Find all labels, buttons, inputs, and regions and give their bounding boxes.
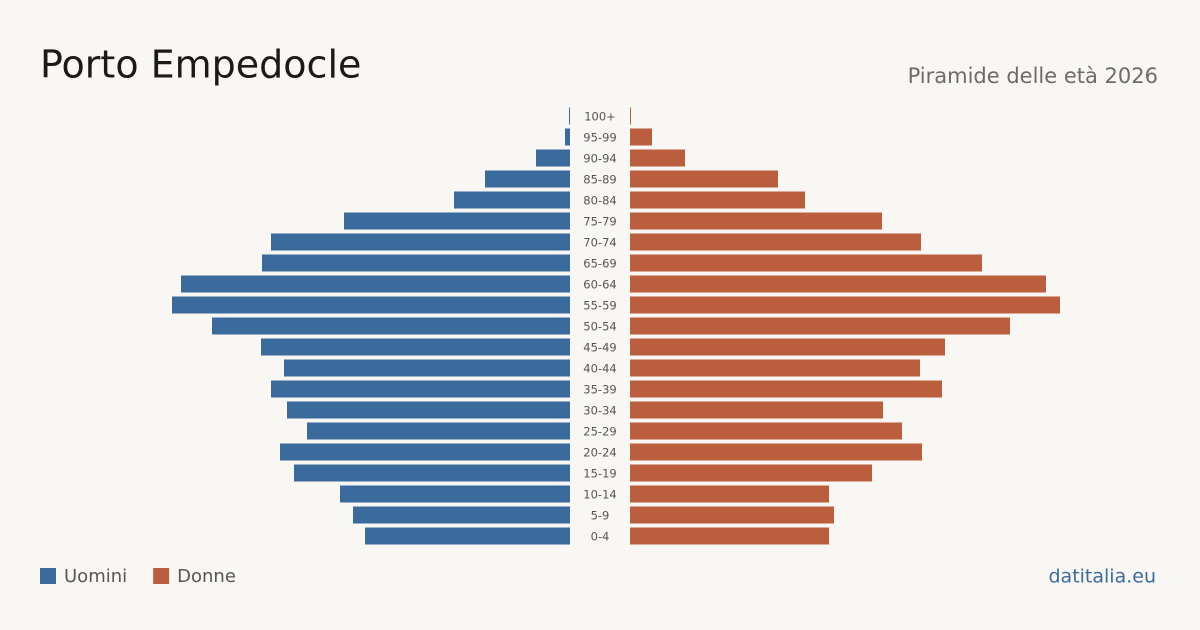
age-label: 25-29 bbox=[583, 425, 616, 439]
bar bbox=[262, 254, 570, 272]
bar bbox=[630, 401, 883, 419]
bar bbox=[485, 170, 570, 188]
age-label: 5-9 bbox=[591, 509, 610, 523]
age-label: 80-84 bbox=[583, 194, 616, 208]
bar bbox=[630, 107, 631, 125]
legend-swatch bbox=[153, 568, 170, 584]
bar bbox=[536, 149, 570, 167]
age-label: 10-14 bbox=[583, 488, 616, 502]
age-label: 75-79 bbox=[583, 215, 616, 229]
bar bbox=[172, 296, 570, 314]
age-label: 35-39 bbox=[583, 383, 616, 397]
bar bbox=[261, 338, 570, 356]
bar bbox=[280, 443, 570, 461]
bar bbox=[284, 359, 570, 377]
bar bbox=[294, 464, 570, 482]
bar bbox=[630, 170, 778, 188]
age-label: 30-34 bbox=[583, 404, 616, 418]
legend-label: Donne bbox=[177, 566, 236, 587]
age-label: 85-89 bbox=[583, 173, 616, 187]
bar bbox=[307, 422, 570, 440]
bar bbox=[340, 485, 570, 503]
age-label: 100+ bbox=[584, 110, 616, 124]
age-label: 50-54 bbox=[583, 320, 616, 334]
age-label: 20-24 bbox=[583, 446, 616, 460]
bar bbox=[630, 506, 834, 524]
age-label: 60-64 bbox=[583, 278, 616, 292]
bar bbox=[630, 275, 1046, 293]
bar bbox=[630, 317, 1010, 335]
bar bbox=[565, 128, 570, 146]
bar bbox=[353, 506, 570, 524]
bar bbox=[630, 485, 829, 503]
bar bbox=[630, 443, 922, 461]
bar bbox=[181, 275, 570, 293]
bar bbox=[630, 338, 945, 356]
age-label: 55-59 bbox=[583, 299, 616, 313]
bar bbox=[365, 527, 570, 545]
bar bbox=[569, 107, 570, 125]
bar bbox=[630, 128, 652, 146]
age-label: 45-49 bbox=[583, 341, 616, 355]
bar bbox=[630, 212, 882, 230]
bar bbox=[630, 359, 920, 377]
bar bbox=[630, 254, 982, 272]
bar bbox=[271, 380, 570, 398]
bar bbox=[344, 212, 570, 230]
age-label: 15-19 bbox=[583, 467, 616, 481]
age-label: 90-94 bbox=[583, 152, 616, 166]
bar bbox=[212, 317, 570, 335]
bar bbox=[630, 191, 805, 209]
bar bbox=[287, 401, 570, 419]
age-label: 65-69 bbox=[583, 257, 616, 271]
bar bbox=[630, 233, 921, 251]
bar bbox=[630, 149, 685, 167]
chart-title: Porto Empedocle bbox=[40, 43, 361, 87]
bar bbox=[454, 191, 570, 209]
age-label: 40-44 bbox=[583, 362, 616, 376]
bar bbox=[630, 296, 1060, 314]
legend-label: Uomini bbox=[64, 566, 127, 587]
source: datitalia.eu bbox=[1049, 566, 1157, 588]
bar bbox=[630, 422, 902, 440]
bar bbox=[630, 527, 829, 545]
legend-swatch bbox=[40, 568, 56, 584]
age-label: 0-4 bbox=[591, 530, 610, 544]
bar bbox=[630, 464, 872, 482]
age-label: 70-74 bbox=[583, 236, 616, 250]
bar bbox=[630, 380, 942, 398]
chart-subtitle: Piramide delle età 2026 bbox=[908, 64, 1158, 88]
bar bbox=[271, 233, 570, 251]
age-label: 95-99 bbox=[583, 131, 616, 145]
